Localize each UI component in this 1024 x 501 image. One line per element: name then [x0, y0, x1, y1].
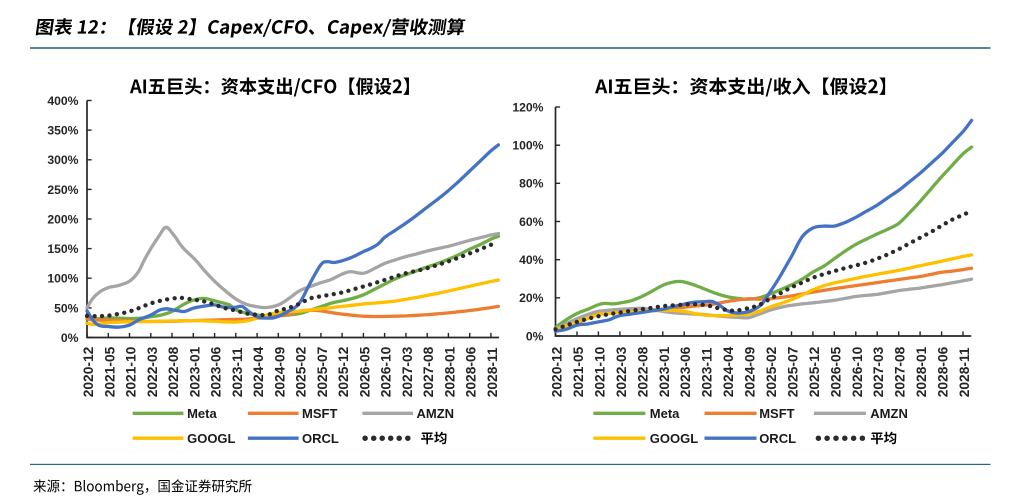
svg-text:2023-01: 2023-01: [657, 346, 672, 397]
svg-text:2020-12: 2020-12: [550, 346, 565, 397]
svg-text:2026-10: 2026-10: [850, 346, 865, 397]
svg-text:2028-01: 2028-01: [914, 346, 929, 397]
svg-text:MSFT: MSFT: [302, 406, 337, 421]
svg-text:0%: 0%: [526, 329, 544, 343]
svg-text:ORCL: ORCL: [302, 431, 339, 446]
svg-text:200%: 200%: [47, 212, 78, 226]
svg-text:2023-11: 2023-11: [230, 347, 245, 397]
svg-text:300%: 300%: [47, 153, 78, 167]
svg-text:2024-09: 2024-09: [743, 346, 758, 397]
svg-text:2027-08: 2027-08: [421, 346, 436, 397]
svg-text:2024-04: 2024-04: [721, 346, 736, 397]
svg-text:2023-11: 2023-11: [700, 347, 715, 397]
svg-text:2025-02: 2025-02: [294, 346, 309, 397]
svg-text:2020-12: 2020-12: [81, 346, 96, 397]
svg-text:Meta: Meta: [650, 406, 680, 421]
svg-text:20%: 20%: [519, 291, 544, 305]
svg-text:2028-06: 2028-06: [936, 346, 951, 397]
svg-text:2028-01: 2028-01: [442, 346, 457, 397]
svg-text:350%: 350%: [47, 124, 78, 138]
svg-text:2026-05: 2026-05: [357, 346, 372, 397]
svg-text:100%: 100%: [512, 139, 543, 153]
svg-text:2022-03: 2022-03: [614, 346, 629, 397]
svg-text:40%: 40%: [519, 253, 544, 267]
svg-text:ORCL: ORCL: [759, 431, 796, 446]
svg-text:2021-10: 2021-10: [124, 346, 139, 397]
svg-text:2022-08: 2022-08: [166, 346, 181, 397]
svg-text:2025-07: 2025-07: [786, 346, 801, 397]
svg-text:50%: 50%: [54, 301, 79, 315]
svg-text:60%: 60%: [519, 215, 544, 229]
svg-text:120%: 120%: [512, 100, 543, 114]
svg-text:2022-08: 2022-08: [635, 346, 650, 397]
svg-text:2021-05: 2021-05: [571, 346, 586, 397]
svg-text:MSFT: MSFT: [759, 406, 794, 421]
svg-text:80%: 80%: [519, 177, 544, 191]
svg-text:2023-01: 2023-01: [187, 346, 202, 397]
svg-text:250%: 250%: [47, 183, 78, 197]
svg-text:2025-12: 2025-12: [336, 346, 351, 397]
svg-text:2025-07: 2025-07: [315, 346, 330, 397]
svg-text:2025-02: 2025-02: [764, 346, 779, 397]
svg-text:2028-06: 2028-06: [464, 346, 479, 397]
svg-text:2027-03: 2027-03: [400, 346, 415, 397]
svg-text:2022-03: 2022-03: [145, 346, 160, 397]
svg-text:400%: 400%: [47, 94, 78, 108]
svg-text:2027-08: 2027-08: [893, 346, 908, 397]
svg-text:2026-05: 2026-05: [828, 346, 843, 397]
svg-text:AMZN: AMZN: [870, 406, 908, 421]
svg-text:2021-05: 2021-05: [102, 346, 117, 397]
svg-text:2024-09: 2024-09: [272, 346, 287, 397]
svg-text:2027-03: 2027-03: [871, 346, 886, 397]
svg-text:2028-11: 2028-11: [957, 347, 972, 397]
svg-text:Meta: Meta: [187, 406, 217, 421]
svg-text:AMZN: AMZN: [417, 406, 455, 421]
svg-text:2026-10: 2026-10: [379, 346, 394, 397]
svg-text:2023-06: 2023-06: [209, 346, 224, 397]
svg-text:2024-04: 2024-04: [251, 346, 266, 397]
svg-text:2025-12: 2025-12: [807, 346, 822, 397]
svg-text:2021-10: 2021-10: [592, 346, 607, 397]
svg-text:0%: 0%: [61, 331, 79, 345]
svg-text:GOOGL: GOOGL: [187, 431, 235, 446]
svg-text:GOOGL: GOOGL: [650, 431, 698, 446]
svg-text:100%: 100%: [47, 272, 78, 286]
svg-text:150%: 150%: [47, 242, 78, 256]
svg-text:2028-11: 2028-11: [485, 347, 500, 397]
svg-text:2023-06: 2023-06: [678, 346, 693, 397]
